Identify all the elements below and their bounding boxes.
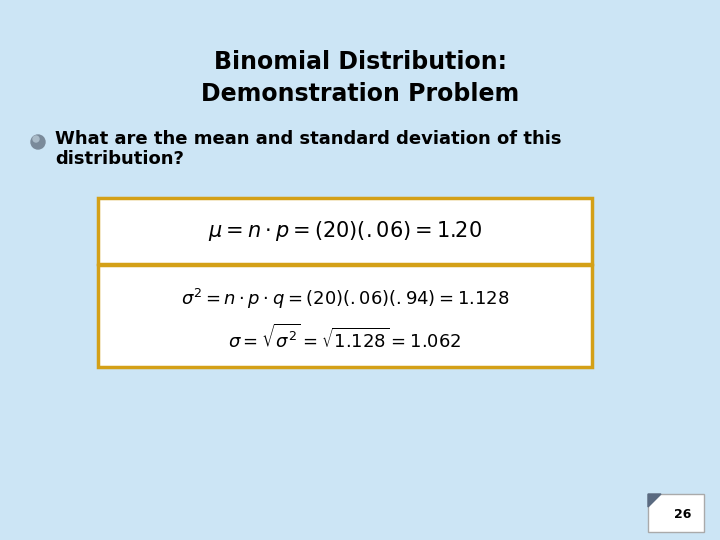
Circle shape (31, 135, 45, 149)
Text: Demonstration Problem: Demonstration Problem (201, 82, 519, 106)
Circle shape (33, 136, 39, 142)
Text: $\sigma^2 = n \cdot p \cdot q = (20)(.06)(.94) = 1.128$: $\sigma^2 = n \cdot p \cdot q = (20)(.06… (181, 287, 509, 312)
Polygon shape (648, 494, 661, 507)
FancyBboxPatch shape (648, 494, 704, 532)
Text: $\sigma = \sqrt{\sigma^2} = \sqrt{1.128} = 1.062$: $\sigma = \sqrt{\sigma^2} = \sqrt{1.128}… (228, 323, 462, 352)
FancyBboxPatch shape (98, 265, 592, 367)
Text: $\mu = n \cdot p = (20)(.06) = 1.20$: $\mu = n \cdot p = (20)(.06) = 1.20$ (208, 219, 482, 243)
Text: Binomial Distribution:: Binomial Distribution: (214, 50, 506, 74)
FancyBboxPatch shape (98, 198, 592, 264)
Text: distribution?: distribution? (55, 150, 184, 168)
Text: What are the mean and standard deviation of this: What are the mean and standard deviation… (55, 130, 562, 148)
Text: 26: 26 (674, 508, 691, 522)
